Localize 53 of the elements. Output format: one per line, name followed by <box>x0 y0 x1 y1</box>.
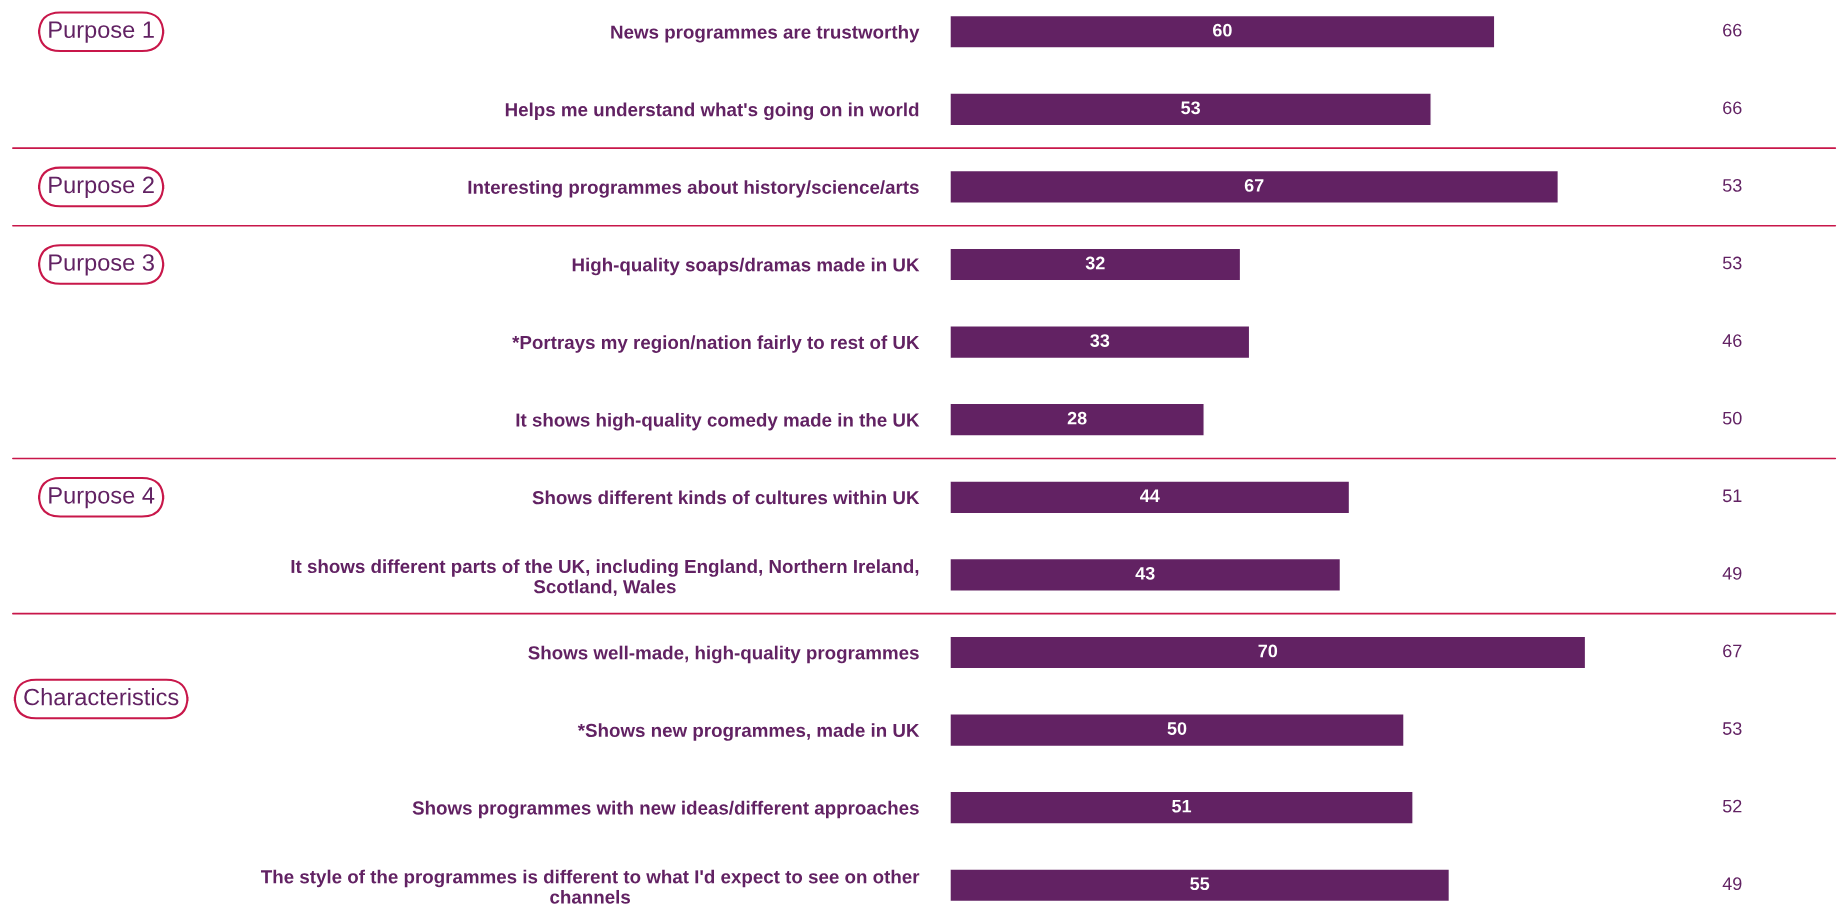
bar <box>950 868 1451 903</box>
data-label: 53 <box>1181 101 1201 115</box>
text: Characteristics <box>24 688 179 706</box>
data-label: 70 <box>1258 644 1278 658</box>
y-tick-label: It shows different parts of the UK, including England, Northern Ireland, Scotland, Wales <box>291 559 919 597</box>
text: 52 <box>1722 799 1742 813</box>
data-label: 43 <box>1135 566 1155 580</box>
y-tick-label: The style of the programmes is different to what I'd expect to see on other channels <box>260 869 920 904</box>
data-label: 32 <box>1085 256 1105 270</box>
text: 53 <box>1722 256 1742 270</box>
text: 51 <box>1722 489 1742 503</box>
bar <box>950 325 1251 360</box>
text: Purpose 2 <box>49 176 154 198</box>
bar <box>950 247 1242 282</box>
y-tick-label: It shows high-quality comedy made in the UK <box>516 412 920 431</box>
data-label: 60 <box>1213 23 1232 37</box>
data-label: 33 <box>1090 334 1110 347</box>
bar <box>950 713 1405 748</box>
y-tick-label: Shows different kinds of cultures within UK <box>532 490 920 505</box>
text: 66 <box>1723 23 1742 37</box>
text: Purpose 1 <box>49 21 154 43</box>
y-tick-label: *Portrays my region/nation fairly to rest of UK <box>512 335 920 353</box>
text: 53 <box>1722 178 1742 192</box>
data-label: 67 <box>1244 178 1264 192</box>
bar <box>950 635 1587 670</box>
y-tick-label: Helps me understand what's going on in world <box>505 102 919 121</box>
bar <box>950 790 1414 825</box>
bar <box>950 557 1342 592</box>
data-label: 55 <box>1190 877 1210 891</box>
text: 46 <box>1722 334 1742 347</box>
text: 67 <box>1723 644 1742 658</box>
text: 49 <box>1722 877 1742 891</box>
y-tick-label: News programmes are trustworthy <box>611 24 920 43</box>
y-tick-label: Shows programmes with new ideas/different approaches <box>412 800 919 819</box>
data-label: 44 <box>1140 489 1160 502</box>
bar <box>950 402 1205 437</box>
text: Purpose 4 <box>49 487 155 509</box>
text: 66 <box>1723 101 1742 115</box>
text: Purpose 3 <box>49 254 154 276</box>
y-tick-label: *Shows new programmes, made in UK <box>577 723 920 741</box>
bar <box>950 92 1432 127</box>
bar <box>950 14 1496 49</box>
bar <box>950 480 1351 515</box>
text: 49 <box>1722 566 1742 580</box>
y-tick-label: High-quality soaps/dramas made in UK <box>572 257 920 276</box>
y-tick-label: Shows well-made, high-quality programmes <box>528 645 919 664</box>
text: 50 <box>1722 411 1742 425</box>
data-label: 50 <box>1167 722 1187 735</box>
data-label: 51 <box>1172 799 1192 813</box>
data-label: 28 <box>1067 411 1087 425</box>
bar <box>950 169 1560 204</box>
text: 53 <box>1722 722 1742 735</box>
y-tick-label: Interesting programmes about history/science/arts <box>468 180 919 198</box>
